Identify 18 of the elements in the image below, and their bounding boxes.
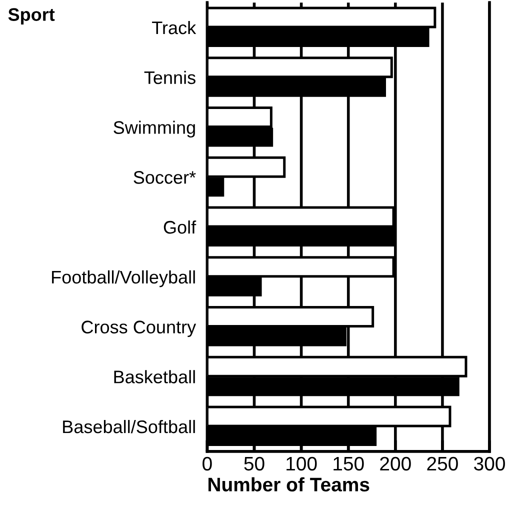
y-tick-label: Basketball xyxy=(114,370,195,384)
x-tick-label: 300 xyxy=(474,456,505,471)
y-tick-label: Soccer* xyxy=(134,171,196,184)
y-tick-label: Golf xyxy=(164,220,196,234)
y-tick-label: Football/Volleyball xyxy=(52,270,195,288)
y-tick-label: Baseball/Softball xyxy=(63,420,195,434)
y-tick-label: Tennis xyxy=(144,70,196,84)
x-tick-label: 150 xyxy=(334,456,364,471)
x-tick-label: 50 xyxy=(244,456,264,471)
x-axis-title: Number of Teams xyxy=(208,477,370,492)
y-tick-label: Swimming xyxy=(114,120,195,138)
x-tick-label: 200 xyxy=(380,456,411,471)
x-tick-label: 100 xyxy=(286,456,317,471)
y-axis-title: Sport xyxy=(8,8,55,25)
y-tick-label: Cross Country xyxy=(82,320,196,338)
y-tick-label: Track xyxy=(152,20,196,34)
x-tick-label: 0 xyxy=(202,456,212,471)
x-tick-label: 250 xyxy=(427,456,458,471)
